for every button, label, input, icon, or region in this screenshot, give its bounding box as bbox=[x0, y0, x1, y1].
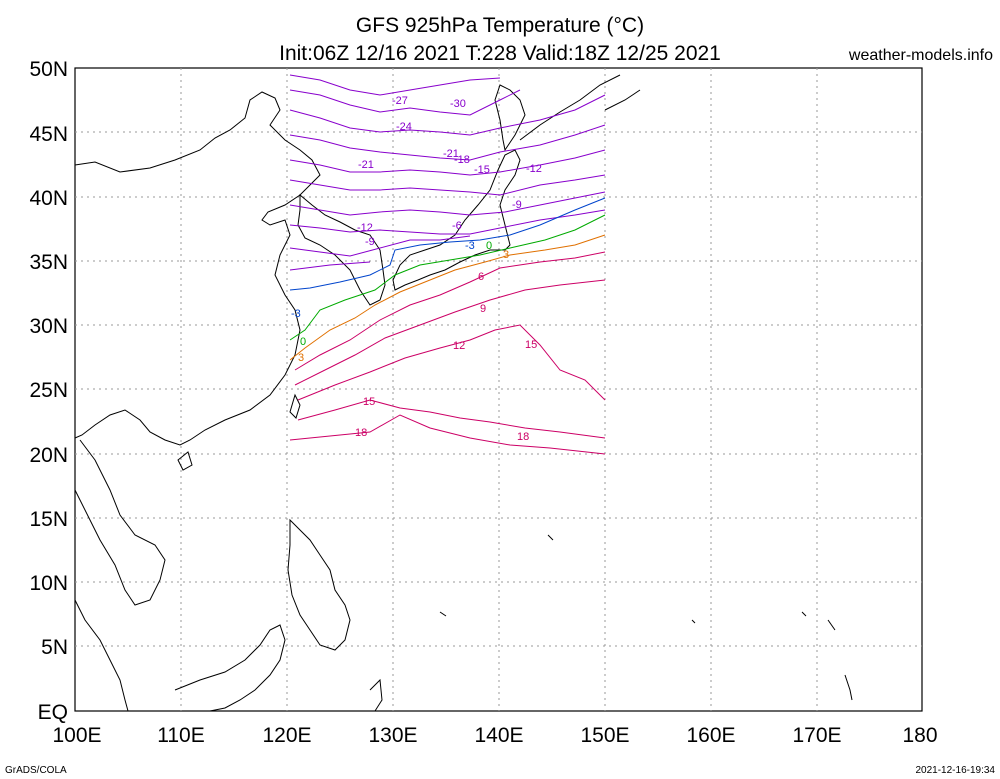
contour-zero bbox=[289, 214, 606, 341]
lon-label: 100E bbox=[52, 724, 101, 747]
contour-label: -12 bbox=[526, 163, 542, 175]
contour-label: 12 bbox=[453, 340, 465, 352]
lon-label: 180 bbox=[902, 724, 937, 747]
contour-label: 6 bbox=[478, 271, 484, 283]
cold-contours bbox=[289, 74, 606, 271]
lat-label: 25N bbox=[29, 379, 68, 402]
contour-label: 18 bbox=[517, 431, 529, 443]
map-subtitle: Init:06Z 12/16 2021 T:228 Valid:18Z 12/2… bbox=[279, 42, 721, 65]
contour-label: -15 bbox=[474, 164, 490, 176]
contour-label: -24 bbox=[396, 121, 412, 133]
lon-label: 140E bbox=[474, 724, 523, 747]
contour-label: -3 bbox=[465, 240, 475, 252]
lon-label: 170E bbox=[792, 724, 841, 747]
lat-label: 45N bbox=[29, 123, 68, 146]
latitude-labels: 50N 45N 40N 35N 30N 25N 20N 15N 10N 5N E… bbox=[29, 58, 68, 724]
lat-label: EQ bbox=[38, 701, 68, 724]
lon-label: 150E bbox=[580, 724, 629, 747]
longitude-labels: 100E 110E 120E 130E 140E 150E 160E 170E … bbox=[52, 724, 937, 747]
footer-credit: GrADS/COLA bbox=[5, 765, 67, 776]
warm-contours bbox=[289, 251, 606, 455]
lat-label: 35N bbox=[29, 251, 68, 274]
coastlines bbox=[74, 74, 853, 712]
contour-label: 15 bbox=[363, 396, 375, 408]
contour-label: -21 bbox=[443, 148, 459, 160]
contour-label: 3 bbox=[503, 249, 509, 261]
lon-label: 120E bbox=[262, 724, 311, 747]
contour-label: 18 bbox=[355, 427, 367, 439]
contour-minus3 bbox=[289, 197, 606, 291]
contour-label: -12 bbox=[357, 222, 373, 234]
contour-label: -9 bbox=[512, 199, 522, 211]
contour-label: 0 bbox=[300, 336, 306, 348]
contour-label: 3 bbox=[298, 352, 304, 364]
lat-label: 10N bbox=[29, 572, 68, 595]
contour-plus3 bbox=[289, 234, 606, 361]
lon-label: 130E bbox=[368, 724, 417, 747]
footer-timestamp: 2021-12-16-19:34 bbox=[915, 765, 995, 776]
lon-label: 160E bbox=[686, 724, 735, 747]
contour-label: 0 bbox=[486, 240, 492, 252]
lon-label: 110E bbox=[157, 724, 205, 747]
lat-label: 30N bbox=[29, 315, 68, 338]
contour-label: 9 bbox=[480, 303, 486, 315]
contour-label: 15 bbox=[525, 339, 537, 351]
lat-label: 50N bbox=[29, 58, 68, 81]
lat-label: 20N bbox=[29, 444, 68, 467]
contour-label: -3 bbox=[291, 308, 301, 320]
contour-labels: -30 -27 -24 -21 -21 -18 -15 -12 -12 -9 -… bbox=[291, 95, 542, 443]
lat-label: 40N bbox=[29, 187, 68, 210]
lat-label: 15N bbox=[29, 508, 68, 531]
map-title: GFS 925hPa Temperature (°C) bbox=[356, 14, 644, 37]
contour-label: -9 bbox=[365, 236, 375, 248]
lat-label: 5N bbox=[41, 636, 68, 659]
contour-label: -30 bbox=[450, 98, 466, 110]
contour-label: -21 bbox=[358, 159, 374, 171]
temperature-contours bbox=[289, 74, 606, 455]
contour-label: -6 bbox=[452, 220, 462, 232]
contour-label: -18 bbox=[454, 154, 470, 166]
site-label: weather-models.info bbox=[848, 47, 993, 64]
gridlines bbox=[75, 68, 922, 711]
contour-label: -27 bbox=[392, 95, 408, 107]
